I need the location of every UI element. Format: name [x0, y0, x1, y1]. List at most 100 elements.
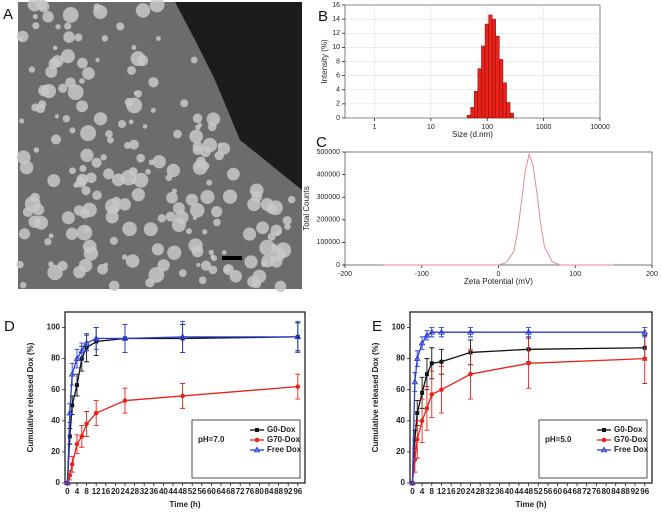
particle	[191, 245, 204, 258]
panel-label: B	[318, 8, 328, 25]
particle	[65, 227, 79, 240]
bar	[502, 82, 507, 119]
legend-marker	[601, 437, 607, 443]
x-tick-label: 36	[495, 487, 504, 496]
y-tick-label: 60	[396, 385, 405, 394]
particle	[60, 49, 75, 64]
particle	[256, 221, 269, 235]
particle	[208, 249, 214, 255]
plot-frame	[409, 311, 653, 484]
particle	[259, 239, 276, 256]
particle	[130, 179, 136, 185]
particle	[195, 124, 201, 131]
particle	[121, 254, 128, 260]
x-tick-label: 0	[65, 487, 70, 496]
marker	[92, 334, 100, 341]
particle	[100, 154, 107, 161]
particle	[261, 260, 268, 268]
legend-label: G0-Dox	[614, 425, 643, 434]
marker	[67, 434, 72, 439]
particle	[17, 36, 23, 42]
x-tick-label: 10	[427, 124, 435, 131]
x-tick-label: 76	[245, 487, 254, 496]
y-tick-label: 0	[336, 115, 340, 122]
x-tick-label: 72	[582, 487, 591, 496]
particle	[195, 162, 202, 169]
particle	[270, 255, 283, 268]
marker	[66, 409, 74, 416]
series-line	[411, 357, 645, 484]
particle	[105, 130, 113, 138]
x-tick-label: 32	[140, 487, 149, 496]
particle	[165, 211, 176, 222]
error-bar	[414, 350, 420, 367]
particle	[148, 77, 159, 88]
particle	[48, 233, 54, 239]
scale-bar	[222, 256, 242, 260]
particle	[196, 262, 201, 268]
y-tick-label: 6	[336, 72, 340, 79]
marker	[526, 361, 531, 366]
legend-label: Free Dox	[267, 445, 302, 454]
x-tick-label: 40	[159, 487, 168, 496]
error-bar	[295, 320, 301, 353]
series-line	[66, 336, 298, 484]
x-tick-label: 28	[476, 487, 485, 496]
bar	[488, 14, 493, 119]
marker	[294, 333, 302, 340]
particle	[200, 189, 215, 205]
particle	[35, 103, 46, 114]
x-tick-label: 16	[101, 487, 110, 496]
particle	[62, 7, 79, 23]
y-tick-label: 8	[336, 58, 340, 65]
particle	[28, 66, 36, 73]
x-tick-label: 72	[236, 487, 245, 496]
annotation: pH=7.0	[198, 435, 225, 444]
x-tick-label: 10000	[590, 124, 610, 131]
legend-box	[191, 419, 301, 479]
particle	[74, 33, 83, 42]
particle	[27, 0, 42, 12]
particle	[128, 119, 134, 125]
x-tick-label: 60	[207, 487, 216, 496]
x-tick-label: 88	[274, 487, 283, 496]
x-axis-title: Time (h)	[170, 500, 201, 509]
particle	[145, 168, 151, 175]
particle	[42, 11, 54, 23]
particle	[73, 265, 86, 279]
particle	[38, 84, 50, 97]
particle	[131, 44, 137, 50]
x-tick-label: 68	[226, 487, 235, 496]
particle	[91, 157, 102, 168]
x-tick-label: 64	[563, 487, 572, 496]
particle	[192, 215, 197, 220]
marker	[68, 370, 76, 377]
y-tick-label: 10	[332, 44, 340, 51]
particle	[198, 276, 207, 285]
particle	[19, 118, 25, 124]
legend-marker	[253, 446, 261, 453]
x-axis-title: Time (h)	[516, 500, 547, 509]
particle	[109, 236, 118, 245]
marker	[424, 406, 430, 411]
x-tick-label: 12	[92, 487, 101, 496]
marker	[429, 392, 435, 397]
x-tick-label: 100	[569, 271, 581, 278]
particle	[190, 56, 198, 64]
marker	[642, 356, 648, 361]
particle	[287, 195, 296, 204]
x-tick-label: 68	[573, 487, 582, 496]
error-bar	[93, 327, 99, 350]
particle	[213, 218, 221, 227]
particle	[80, 148, 94, 162]
x-tick-label: 80	[602, 487, 611, 496]
particle	[185, 228, 192, 235]
particle	[271, 243, 278, 251]
y-tick-label: 100000	[317, 239, 340, 246]
x-tick-label: -100	[415, 271, 429, 278]
particle	[185, 193, 199, 206]
y-tick-label: 0	[401, 478, 406, 487]
particle	[244, 255, 258, 269]
x-tick-label: 28	[130, 487, 139, 496]
